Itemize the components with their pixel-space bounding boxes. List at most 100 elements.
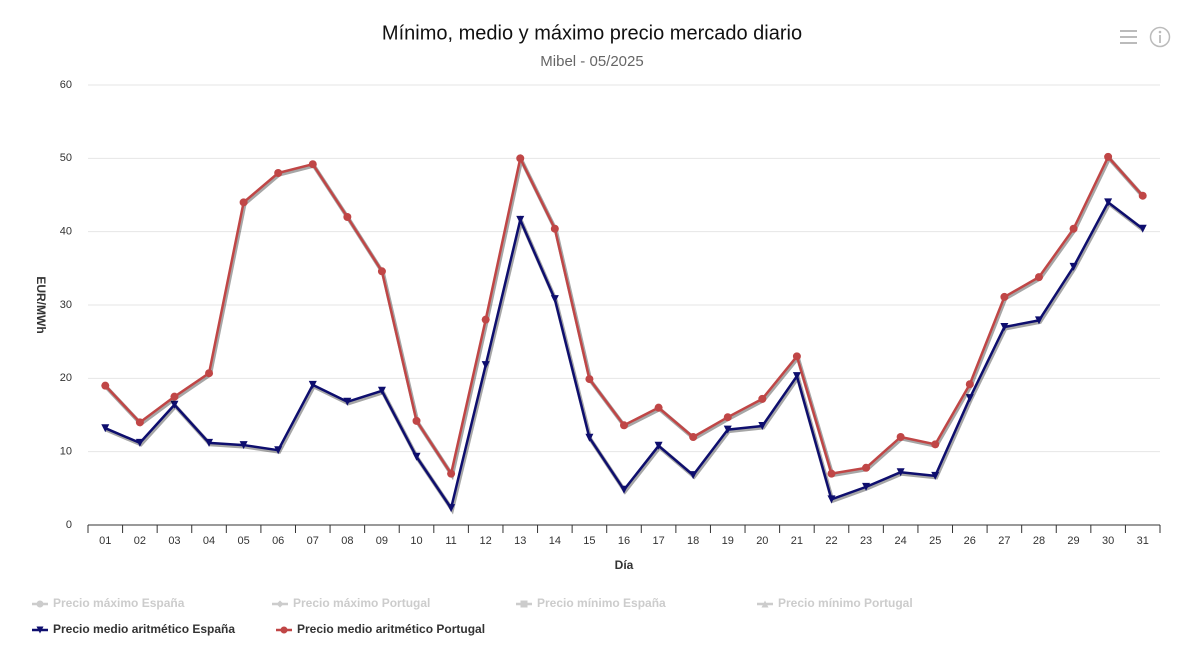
marker — [481, 315, 490, 324]
marker — [101, 381, 110, 390]
legend-label: Precio máximo Portugal — [293, 596, 430, 610]
marker — [1000, 323, 1009, 331]
marker — [654, 441, 663, 450]
x-tick-label: 29 — [1067, 535, 1079, 547]
x-tick-label: 16 — [618, 535, 630, 547]
x-tick-label: 11 — [445, 535, 456, 547]
chart-title: Mínimo, medio y máximo precio mercado di… — [382, 22, 802, 44]
marker — [550, 224, 559, 233]
marker — [896, 433, 905, 441]
marker — [689, 471, 698, 480]
x-tick-label: 03 — [168, 535, 180, 547]
y-tick-label: 50 — [60, 152, 72, 164]
marker — [447, 504, 456, 513]
marker — [1138, 224, 1147, 233]
legend-item[interactable]: Precio medio aritmético Portugal — [276, 622, 485, 636]
marker — [620, 485, 628, 494]
x-tick-label: 09 — [376, 535, 388, 547]
legend-label: Precio medio aritmético Portugal — [297, 622, 485, 636]
legend-item[interactable]: Precio máximo Portugal — [272, 596, 430, 610]
marker — [758, 422, 767, 430]
marker — [239, 198, 248, 207]
marker — [827, 495, 836, 504]
x-tick-label: 12 — [480, 535, 492, 547]
y-tick-label: 20 — [60, 372, 72, 384]
marker — [723, 413, 732, 422]
legend-label: Precio medio aritmético España — [53, 622, 235, 636]
x-tick-label: 31 — [1137, 535, 1149, 547]
marker — [1104, 198, 1113, 207]
marker — [239, 441, 248, 450]
marker — [689, 433, 698, 441]
x-tick-label: 21 — [791, 535, 803, 547]
x-tick-label: 26 — [964, 535, 976, 547]
x-tick-label: 22 — [825, 535, 837, 547]
marker — [1069, 262, 1078, 271]
marker — [447, 469, 456, 478]
legend-label: Precio mínimo España — [537, 596, 666, 610]
x-tick-label: 18 — [687, 535, 699, 547]
marker — [377, 267, 386, 276]
x-axis-title: Día — [615, 558, 634, 572]
x-tick-label: 15 — [583, 535, 595, 547]
x-tick-label: 05 — [237, 535, 249, 547]
marker — [205, 438, 214, 447]
marker — [412, 416, 421, 425]
y-tick-label: 30 — [60, 299, 72, 311]
marker — [516, 154, 525, 163]
y-tick-label: 10 — [60, 446, 72, 458]
info-button[interactable] — [1149, 26, 1171, 48]
x-tick-label: 24 — [895, 535, 907, 547]
marker — [274, 169, 283, 177]
marker — [654, 403, 663, 412]
marker — [1034, 316, 1043, 325]
x-tick-label: 30 — [1102, 535, 1114, 547]
marker — [1000, 292, 1009, 301]
legend-item[interactable]: Precio máximo España — [32, 596, 185, 610]
marker — [827, 469, 836, 478]
marker — [1104, 152, 1113, 161]
marker — [343, 397, 352, 406]
y-axis-title: EUR/MWh — [34, 276, 48, 333]
marker — [965, 380, 974, 389]
marker — [862, 463, 871, 472]
marker — [965, 394, 974, 403]
marker — [1034, 273, 1043, 282]
marker — [516, 215, 525, 224]
marker — [792, 372, 801, 381]
marker — [135, 438, 144, 447]
legend-item[interactable]: Precio medio aritmético España — [32, 622, 235, 636]
marker — [101, 424, 110, 433]
line-shadow — [105, 200, 1145, 515]
marker — [36, 600, 44, 608]
x-tick-label: 23 — [860, 535, 872, 547]
legend-item[interactable]: Precio mínimo Portugal — [757, 596, 913, 610]
x-tick-label: 04 — [203, 535, 215, 547]
marker — [274, 446, 283, 455]
x-tick-label: 28 — [1033, 535, 1045, 547]
marker — [761, 600, 769, 608]
x-tick-label: 17 — [652, 535, 664, 547]
marker — [931, 471, 940, 480]
y-tick-label: 60 — [60, 79, 72, 91]
marker — [412, 452, 421, 461]
marker — [481, 361, 490, 370]
marker — [620, 421, 628, 430]
x-tick-label: 13 — [514, 535, 526, 547]
marker — [723, 425, 732, 434]
x-tick-label: 19 — [722, 535, 734, 547]
marker — [170, 400, 179, 409]
y-tick-label: 40 — [60, 226, 72, 238]
marker — [170, 392, 179, 401]
x-tick-label: 27 — [998, 535, 1010, 547]
legend-item[interactable]: Precio mínimo España — [516, 596, 666, 610]
x-tick-label: 10 — [410, 535, 422, 547]
x-tick-label: 14 — [549, 535, 561, 547]
marker — [205, 369, 214, 378]
marker — [896, 468, 905, 477]
x-tick-label: 06 — [272, 535, 284, 547]
marker — [1138, 191, 1147, 200]
menu-button[interactable] — [1120, 30, 1137, 44]
marker — [585, 433, 594, 442]
